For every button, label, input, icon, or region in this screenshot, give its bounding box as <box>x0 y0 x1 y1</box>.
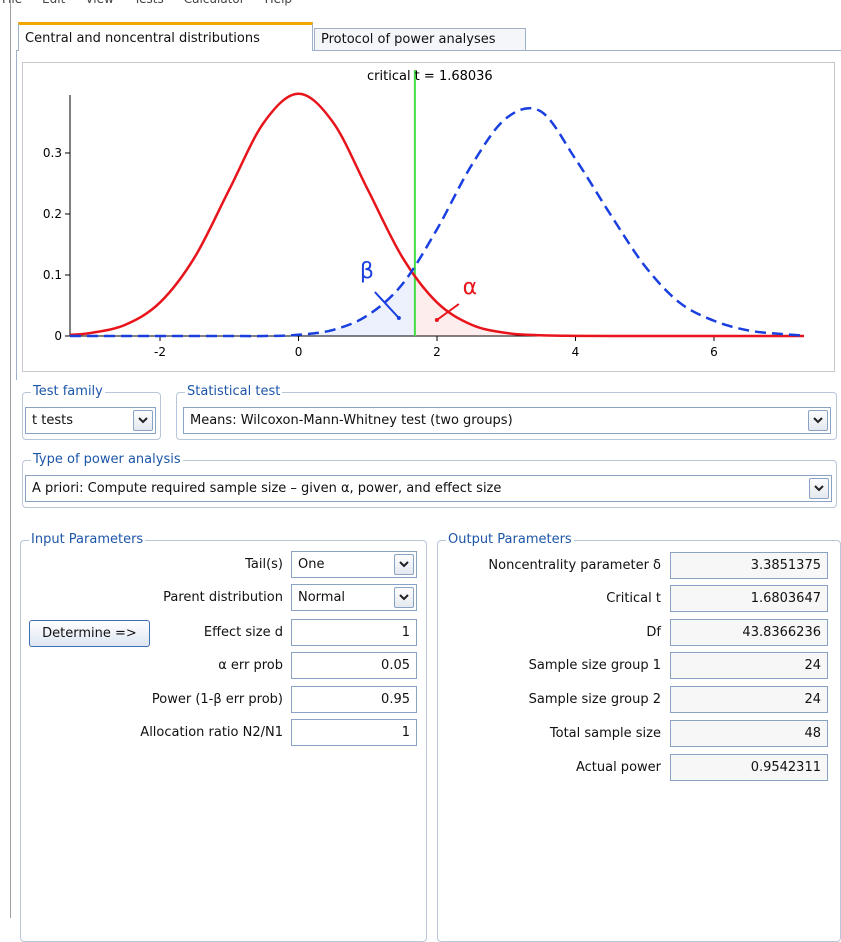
input-field[interactable]: 1 <box>291 619 417 646</box>
group-label: Type of power analysis <box>31 452 183 468</box>
field-value: 24 <box>804 692 821 707</box>
menu-item[interactable]: Edit <box>42 0 65 6</box>
dropdown-arrow[interactable] <box>809 478 829 499</box>
power-analysis-group: Type of power analysis A priori: Compute… <box>22 452 837 508</box>
determine-button[interactable]: Determine => <box>29 620 150 647</box>
tab-border <box>16 50 841 51</box>
chart: 0 0.1 0.2 0.3 -2 0 2 4 6 critical t = 1.68036 β α <box>43 69 805 359</box>
annotation-pointer <box>436 303 460 321</box>
x-tick-label: 0 <box>295 345 303 359</box>
output-field: 0.9542311 <box>670 754 828 781</box>
tail-area <box>70 266 415 337</box>
dropdown-value: t tests <box>32 413 73 428</box>
dropdown-arrow[interactable] <box>394 587 414 608</box>
statistical-test-dropdown[interactable]: Means: Wilcoxon-Mann-Whitney test (two g… <box>183 407 831 434</box>
tab-border <box>16 50 17 380</box>
field-value: 24 <box>804 658 821 673</box>
field-label: Sample size group 2 <box>528 692 661 707</box>
menu-item[interactable]: Tests <box>134 0 164 6</box>
output-field: 43.8366236 <box>670 619 828 646</box>
input-field[interactable]: 1 <box>291 719 417 746</box>
field-value: 0.95 <box>381 692 410 707</box>
field-value: Normal <box>298 590 346 605</box>
group-label: Statistical test <box>185 384 283 400</box>
field-label: Power (1-β err prob) <box>151 692 283 707</box>
input-field[interactable]: 0.95 <box>291 686 417 713</box>
field-value: 43.8366236 <box>742 625 821 640</box>
x-tick-label: 2 <box>433 345 441 359</box>
power-analysis-dropdown[interactable]: A priori: Compute required sample size –… <box>25 475 832 502</box>
tab[interactable]: Central and noncentral distributions <box>18 22 313 51</box>
field-value: One <box>298 557 325 572</box>
chevron <box>138 417 148 424</box>
output-field: 24 <box>670 686 828 713</box>
field-label: α err prob <box>218 658 283 673</box>
field-value: 3.3851375 <box>750 558 821 573</box>
menu-bar: File Edit View Tests Calculator Help <box>0 0 304 8</box>
chart-frame <box>22 62 835 372</box>
x-tick-label: -2 <box>154 345 166 359</box>
field-label: Effect size d <box>203 625 283 640</box>
field-label: Actual power <box>575 760 661 775</box>
statistical-test-group: Statistical test Means: Wilcoxon-Mann-Wh… <box>176 384 837 440</box>
dropdown-arrow[interactable] <box>133 410 153 431</box>
menu-item[interactable]: File <box>2 0 22 6</box>
group-label: Test family <box>31 384 105 400</box>
y-tick-label: 0 <box>54 329 62 343</box>
field-value: 1 <box>401 625 410 640</box>
output-field: 24 <box>670 652 828 679</box>
chevron <box>399 594 409 601</box>
dropdown-arrow[interactable] <box>808 410 828 431</box>
dropdown[interactable]: Normal <box>291 584 417 611</box>
output-field: 1.6803647 <box>670 585 828 612</box>
group-label: Output Parameters <box>446 532 574 548</box>
menu-item[interactable]: View <box>85 0 113 6</box>
y-tick-label: 0.1 <box>43 268 62 282</box>
field-value: 1 <box>401 725 410 740</box>
tail-area <box>414 276 804 337</box>
x-tick-label: 6 <box>710 345 718 359</box>
annotation-dot <box>434 318 439 322</box>
menu-item[interactable]: Calculator <box>184 0 245 6</box>
test-family-dropdown[interactable]: t tests <box>25 407 156 434</box>
chevron <box>399 561 409 568</box>
field-label: Sample size group 1 <box>528 658 661 673</box>
dropdown-value: A priori: Compute required sample size –… <box>32 481 502 496</box>
chevron <box>814 485 824 492</box>
test-family-group: Test family t tests <box>22 384 161 440</box>
field-label: Df <box>646 625 661 640</box>
group-label: Input Parameters <box>29 532 146 548</box>
critical-label: critical t = 1.68036 <box>367 69 493 84</box>
dropdown-arrow[interactable] <box>394 554 414 575</box>
field-label: Critical t <box>606 591 661 606</box>
annotation-dot <box>396 316 401 320</box>
dropdown[interactable]: One <box>291 551 417 578</box>
x-tick-label: 4 <box>572 345 580 359</box>
field-label: Parent distribution <box>163 590 283 605</box>
distribution-curve <box>69 92 804 338</box>
y-tick-label: 0.2 <box>43 207 62 221</box>
annotation: β <box>360 259 374 284</box>
window-border <box>10 0 11 918</box>
field-value: 0.05 <box>381 658 410 673</box>
dropdown-value: Means: Wilcoxon-Mann-Whitney test (two g… <box>190 413 513 428</box>
annotation-pointer <box>374 291 400 319</box>
field-label: Allocation ratio N2/N1 <box>140 725 283 740</box>
field-value: 1.6803647 <box>750 591 821 606</box>
input-field[interactable]: 0.05 <box>291 652 417 679</box>
field-label: Tail(s) <box>245 557 283 572</box>
chevron <box>813 417 823 424</box>
tab[interactable]: Protocol of power analyses <box>314 28 526 50</box>
field-value: 48 <box>804 726 821 741</box>
annotation: α <box>463 275 478 300</box>
output-field: 3.3851375 <box>670 552 828 579</box>
field-value: 0.9542311 <box>750 760 821 775</box>
distribution-curve <box>70 106 805 338</box>
menu-item[interactable]: Help <box>265 0 292 6</box>
field-label: Total sample size <box>549 726 661 741</box>
field-label: Noncentrality parameter δ <box>488 558 661 573</box>
output-field: 48 <box>670 720 828 747</box>
y-tick-label: 0.3 <box>43 146 62 160</box>
